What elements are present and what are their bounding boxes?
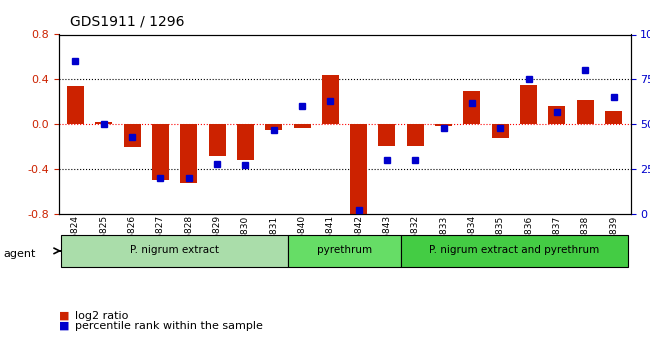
Bar — [265, 124, 282, 130]
Bar — [463, 90, 480, 124]
Bar — [294, 124, 311, 128]
FancyBboxPatch shape — [61, 235, 288, 267]
Bar — [605, 111, 622, 124]
Text: percentile rank within the sample: percentile rank within the sample — [75, 321, 263, 331]
FancyBboxPatch shape — [401, 235, 628, 267]
Bar — [152, 124, 169, 180]
Text: ■: ■ — [58, 311, 69, 321]
Bar — [549, 106, 566, 124]
Bar — [209, 124, 226, 156]
Bar — [350, 124, 367, 216]
Text: P. nigrum extract and pyrethrum: P. nigrum extract and pyrethrum — [429, 245, 599, 255]
Bar — [67, 86, 84, 124]
Bar — [435, 124, 452, 126]
FancyBboxPatch shape — [288, 235, 401, 267]
Text: log2 ratio: log2 ratio — [75, 311, 128, 321]
Text: agent: agent — [3, 249, 36, 258]
Bar — [378, 124, 395, 146]
Bar — [180, 124, 197, 183]
Bar — [124, 124, 140, 147]
Bar — [96, 122, 112, 124]
Text: GDS1911 / 1296: GDS1911 / 1296 — [70, 14, 185, 28]
Bar — [577, 99, 593, 124]
Bar — [520, 85, 537, 124]
Bar — [492, 124, 509, 138]
Text: ■: ■ — [58, 321, 69, 331]
Bar — [237, 124, 254, 160]
Bar — [407, 124, 424, 146]
Text: P. nigrum extract: P. nigrum extract — [130, 245, 219, 255]
Bar — [322, 75, 339, 124]
Text: pyrethrum: pyrethrum — [317, 245, 372, 255]
